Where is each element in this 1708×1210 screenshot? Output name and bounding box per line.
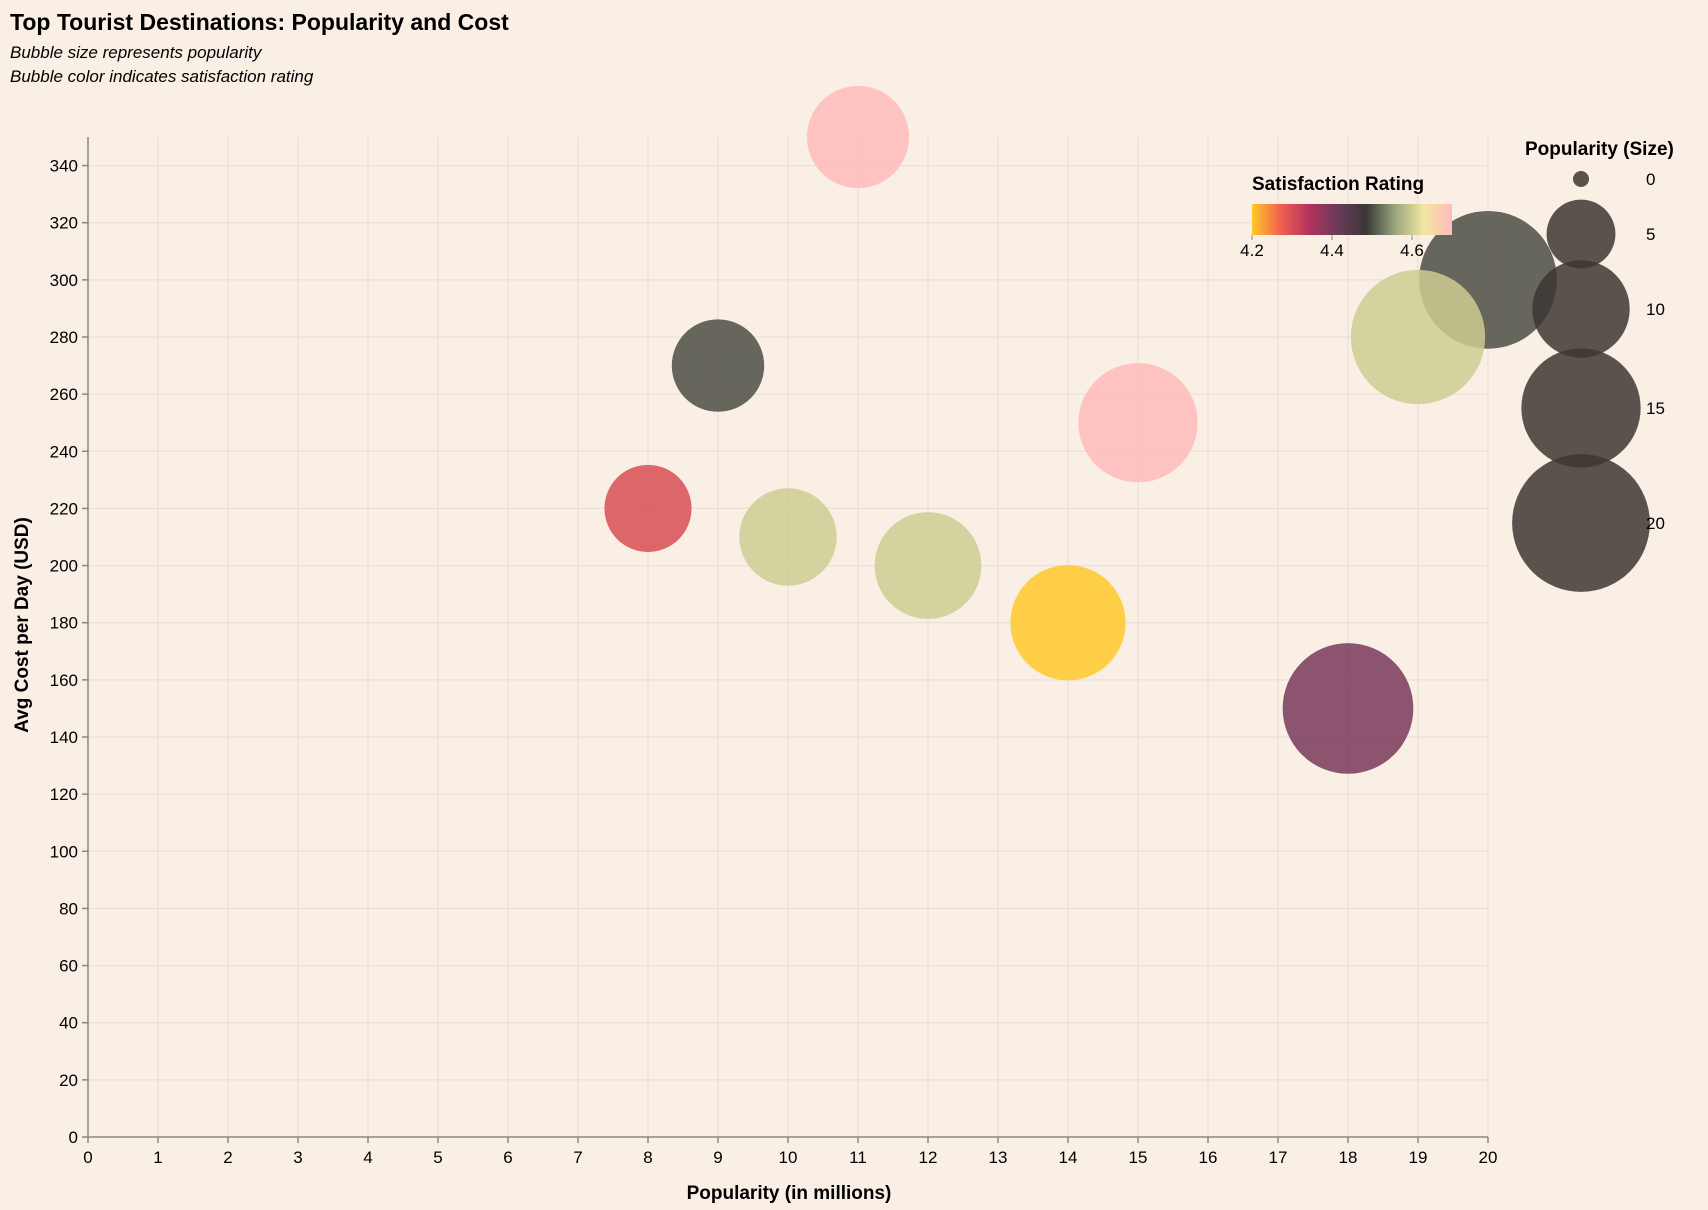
- bubble: [1010, 565, 1126, 681]
- size-legend-label: 10: [1646, 300, 1665, 319]
- x-tick-label: 1: [153, 1148, 162, 1167]
- x-tick-label: 7: [573, 1148, 582, 1167]
- y-tick-label: 40: [59, 1014, 78, 1033]
- size-legend-circle: [1521, 348, 1641, 468]
- x-tick-label: 18: [1339, 1148, 1358, 1167]
- bubble: [604, 464, 692, 552]
- x-tick-label: 16: [1199, 1148, 1218, 1167]
- y-tick-label: 240: [50, 442, 78, 461]
- y-tick-label: 140: [50, 728, 78, 747]
- bubble: [1078, 363, 1198, 483]
- size-legend-items: 0 5 10 15 20: [1512, 170, 1665, 592]
- color-legend-tick-label: 4.4: [1320, 241, 1344, 260]
- color-legend: Satisfaction Rating 4.2 4.4 4.6: [1240, 174, 1452, 260]
- y-tick-label: 100: [50, 842, 78, 861]
- x-tick-label: 13: [989, 1148, 1008, 1167]
- x-tick-label: 12: [919, 1148, 938, 1167]
- x-tick-label: 15: [1129, 1148, 1148, 1167]
- size-legend-circle: [1573, 171, 1589, 187]
- x-tick-label: 6: [503, 1148, 512, 1167]
- chart-subtitle-line-1: Bubble size represents popularity: [10, 43, 263, 62]
- color-legend-gradient-bar: [1252, 204, 1452, 235]
- y-tick-label: 320: [50, 214, 78, 233]
- x-tick-label: 20: [1479, 1148, 1498, 1167]
- size-legend-label: 5: [1646, 225, 1655, 244]
- bubble: [1350, 269, 1486, 405]
- chart-title: Top Tourist Destinations: Popularity and…: [10, 9, 509, 35]
- y-tick-label: 340: [50, 157, 78, 176]
- grid: [87, 137, 1489, 1138]
- y-tick-label: 0: [69, 1128, 78, 1147]
- x-tick-label: 8: [643, 1148, 652, 1167]
- x-tick-label: 4: [363, 1148, 372, 1167]
- size-legend-circle: [1532, 260, 1630, 358]
- bubbles-layer: [604, 85, 1557, 774]
- y-tick-label: 120: [50, 785, 78, 804]
- size-legend-title: Popularity (Size): [1525, 139, 1674, 160]
- x-tick-label: 5: [433, 1148, 442, 1167]
- x-tick-label: 10: [779, 1148, 798, 1167]
- y-tick-label: 260: [50, 385, 78, 404]
- bubble: [671, 319, 765, 412]
- size-legend: Popularity (Size) 0 5 10 15 20: [1512, 139, 1674, 592]
- size-legend-label: 0: [1646, 170, 1655, 189]
- y-tick-label: 80: [59, 899, 78, 918]
- y-axis-title: Avg Cost per Day (USD): [12, 517, 33, 733]
- y-tick-label: 220: [50, 499, 78, 518]
- axes: 0 1 2 3 4 5 6 7 8 9 10 11 12 13 14 15 16 17 18 19 2002040608…: [50, 137, 1498, 1167]
- x-tick-label: 14: [1059, 1148, 1078, 1167]
- y-tick-label: 60: [59, 957, 78, 976]
- x-tick-label: 11: [849, 1148, 867, 1167]
- bubble: [874, 512, 982, 619]
- y-tick-label: 280: [50, 328, 78, 347]
- color-legend-ticks: 4.2 4.4 4.6: [1240, 235, 1424, 260]
- color-legend-tick-label: 4.6: [1400, 241, 1424, 260]
- bubble: [739, 488, 837, 586]
- x-axis-title: Popularity (in millions): [687, 1183, 892, 1204]
- y-tick-label: 160: [50, 671, 78, 690]
- color-legend-tick-label: 4.2: [1240, 241, 1264, 260]
- bubble: [1282, 643, 1414, 774]
- size-legend-circle: [1546, 199, 1616, 269]
- y-tick-label: 20: [59, 1071, 78, 1090]
- y-tick-label: 200: [50, 557, 78, 576]
- x-tick-label: 19: [1409, 1148, 1428, 1167]
- chart-subtitle-line-2: Bubble color indicates satisfaction rati…: [10, 67, 314, 86]
- y-tick-label: 180: [50, 614, 78, 633]
- color-legend-title: Satisfaction Rating: [1252, 174, 1424, 195]
- size-legend-label: 20: [1646, 514, 1665, 533]
- x-tick-label: 3: [293, 1148, 302, 1167]
- bubble: [806, 85, 910, 189]
- x-tick-label: 17: [1269, 1148, 1288, 1167]
- x-tick-label: 2: [223, 1148, 232, 1167]
- x-tick-label: 0: [83, 1148, 92, 1167]
- size-legend-label: 15: [1646, 399, 1665, 418]
- x-tick-label: 9: [713, 1148, 722, 1167]
- size-legend-circle: [1512, 454, 1650, 592]
- y-tick-label: 300: [50, 271, 78, 290]
